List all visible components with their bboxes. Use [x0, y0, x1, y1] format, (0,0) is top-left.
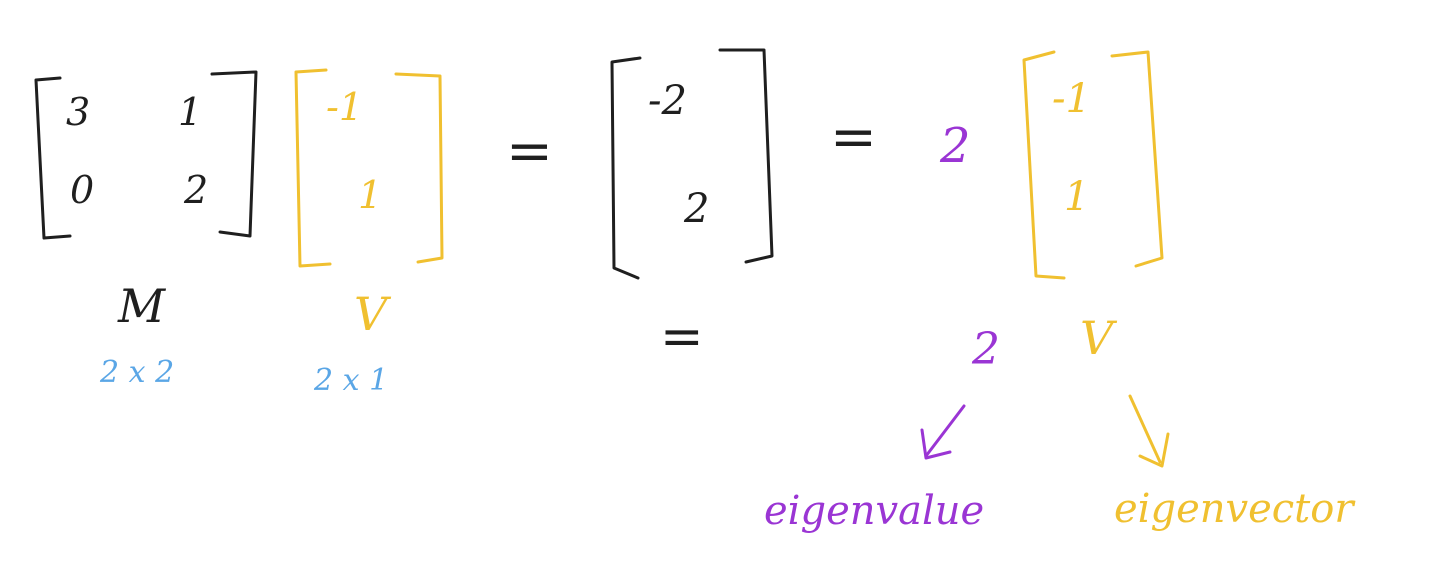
eigenvalue-symbol: 2 — [971, 324, 1000, 375]
scaled-vector-right-bracket — [1110, 50, 1164, 268]
matrix-m-left-bracket — [34, 76, 72, 240]
matrix-m: 3 1 0 2 — [34, 70, 258, 240]
eigenvalue-word: eigenvalue — [764, 488, 984, 534]
vector-v-left-bracket — [294, 68, 332, 268]
scaled-vector-cell-0: -1 — [1052, 76, 1091, 122]
vector-v-right-bracket — [394, 72, 444, 264]
scaled-vector-cell-1: 1 — [1064, 174, 1089, 220]
vector-v-label: V — [354, 287, 392, 341]
eigenvector-word: eigenvector — [1114, 486, 1356, 532]
vector-v: -1 1 — [294, 68, 444, 268]
matrix-m-right-bracket — [210, 70, 258, 238]
scaled-vector-left-bracket — [1022, 50, 1066, 280]
product-vector-cell-0: -2 — [648, 78, 687, 124]
matrix-m-label: M — [117, 279, 167, 333]
vector-v-cell-1: 1 — [358, 173, 382, 217]
matrix-m-cell-1-0: 0 — [70, 168, 94, 212]
equals-sign-2: = — [830, 105, 877, 170]
matrix-m-cell-1-1: 2 — [183, 168, 208, 212]
eigenvalue-arrow — [920, 404, 966, 460]
scaled-vector: -1 1 — [1022, 50, 1164, 280]
product-vector-right-bracket — [718, 48, 774, 264]
matrix-m-dims: 2 x 2 — [99, 355, 174, 390]
vector-v-cell-0: -1 — [326, 85, 363, 129]
matrix-m-cell-0-1: 1 — [178, 90, 202, 134]
equals-sign-1: = — [506, 119, 553, 184]
equals-sign-below-product: = — [660, 307, 704, 367]
eigenvector-arrow — [1128, 394, 1170, 468]
matrix-m-cell-0-0: 3 — [66, 90, 90, 134]
product-vector-cell-1: 2 — [683, 186, 709, 232]
scalar-value: 2 — [939, 118, 971, 174]
eigenvector-symbol: V — [1080, 311, 1118, 365]
product-vector-left-bracket — [610, 56, 642, 280]
product-vector: -2 2 — [610, 48, 774, 280]
vector-v-dims: 2 x 1 — [313, 363, 388, 398]
